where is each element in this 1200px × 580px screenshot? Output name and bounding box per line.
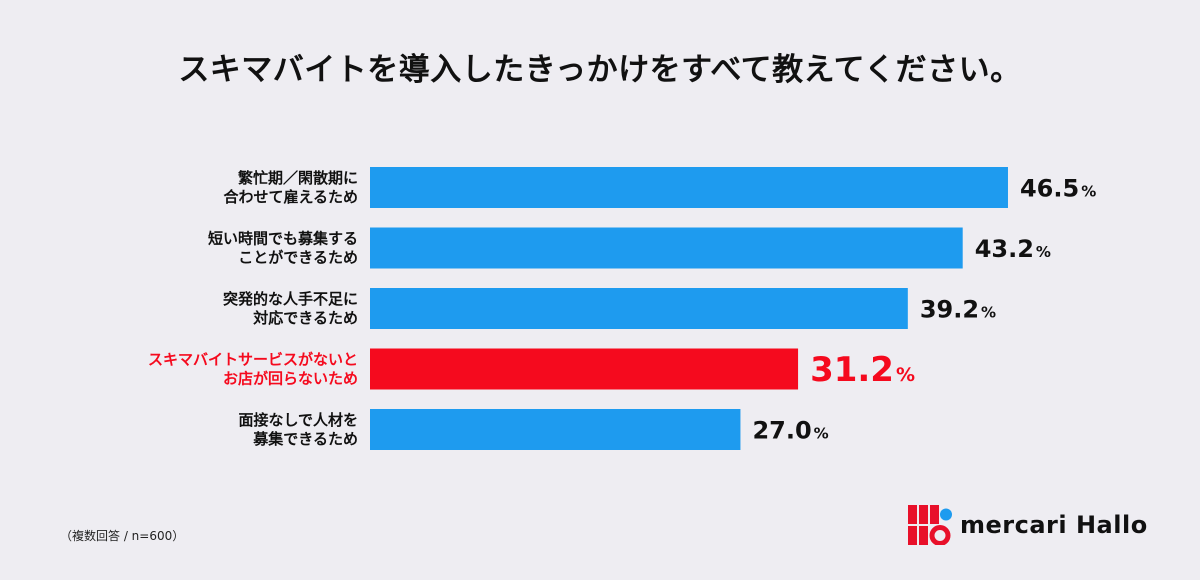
mercari-hallo-logo-icon <box>908 505 952 545</box>
bar-1 <box>370 227 963 269</box>
category-label-2: 突発的な人手不足に対応できるため <box>223 290 358 327</box>
footnote: （複数回答 / n=600） <box>60 529 185 543</box>
category-label-4: 面接なしで人材を募集できるため <box>238 411 358 448</box>
chart-title: スキマバイトを導入したきっかけをすべて教えてください。 <box>178 52 1022 88</box>
value-label-0: 46.5% <box>1020 175 1096 203</box>
category-label-1: 短い時間でも募集することができるため <box>208 230 358 267</box>
category-label-0: 繁忙期／閑散期に合わせて雇えるため <box>222 169 358 206</box>
value-label-2: 39.2% <box>920 296 996 324</box>
bar-0 <box>370 167 1008 208</box>
brand-name: mercari Hallo <box>960 511 1148 539</box>
category-label-3: スキマバイトサービスがないとお店が回らないため <box>148 351 358 388</box>
brand-logo: mercari Hallo <box>908 505 1148 545</box>
bar-2 <box>370 288 908 329</box>
value-label-3: 31.2% <box>810 350 915 390</box>
value-label-4: 27.0% <box>752 417 828 445</box>
bar-3 <box>370 348 799 390</box>
value-label-1: 43.2% <box>975 235 1051 263</box>
bar-4 <box>370 409 741 450</box>
